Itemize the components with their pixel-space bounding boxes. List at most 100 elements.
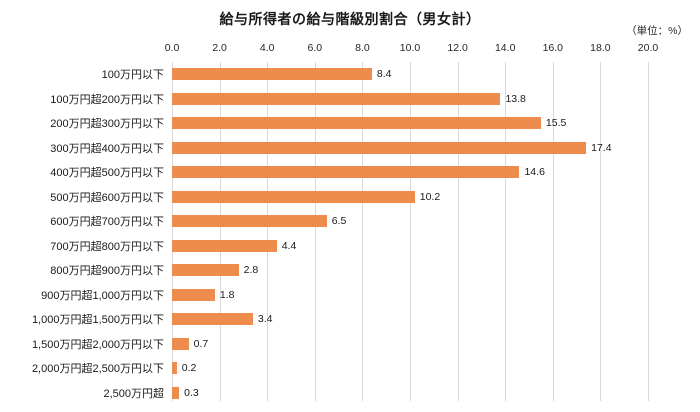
bar-row: 100万円超200万円以下 13.8 [0, 87, 700, 112]
x-tick-label: 2.0 [212, 42, 227, 54]
category-label: 2,000万円超2,500万円以下 [31, 363, 164, 376]
bar [172, 68, 372, 81]
plot-area: 100万円以下 8.4 100万円超200万円以下 13.8 200万円超300万円以下… [0, 62, 700, 405]
x-tick-label: 10.0 [399, 42, 421, 54]
category-label: 1,500万円超2,000万円以下 [31, 338, 164, 351]
axis-spacer [0, 42, 172, 57]
gridlines [172, 62, 649, 401]
bar-track: 14.6 [172, 166, 648, 179]
bar-track: 4.4 [172, 239, 648, 252]
gridline [219, 62, 221, 401]
value-label: 2.8 [243, 264, 259, 277]
x-axis: 0.0 2.0 4.0 6.0 8.0 10.0 12.0 14.0 16.0 18.0 20.0 [165, 42, 659, 57]
bar-row: 100万円以下 8.4 [0, 62, 700, 87]
x-tick-label: 8.0 [355, 42, 370, 54]
bar-row: 2,000万円超2,500万円以下 0.2 [0, 356, 700, 381]
x-tick-label: 14.0 [494, 42, 516, 54]
bar-rows: 100万円以下 8.4 100万円超200万円以下 13.8 200万円超300万円以下… [0, 62, 700, 405]
bar-track: 15.5 [172, 117, 648, 130]
gridline [648, 62, 649, 401]
bar-track: 1.8 [172, 288, 648, 301]
category-label: 200万円超300万円以下 [50, 118, 164, 131]
bar [172, 215, 327, 228]
bar-track: 2.8 [172, 264, 648, 277]
x-tick-label: 6.0 [307, 42, 323, 54]
chart-title: 給与所得者の給与階級別割合（男女計） [219, 11, 481, 27]
bar-row: 900万円超1,000万円以下 1.8 [0, 283, 700, 308]
bar [172, 117, 541, 130]
bar-row: 200万円超300万円以下 15.5 [0, 111, 700, 136]
gridline [172, 62, 173, 401]
category-label: 2,500万円超 [103, 387, 164, 400]
value-label: 1.8 [219, 288, 235, 301]
gridline [505, 62, 507, 401]
bar [172, 92, 501, 105]
bar [172, 239, 277, 252]
x-tick-label: 16.0 [542, 42, 564, 54]
value-label: 13.8 [505, 92, 526, 105]
category-label: 400万円超500万円以下 [50, 167, 164, 180]
bar [172, 337, 189, 350]
bar-row: 2,500万円超 0.3 [0, 381, 700, 406]
bar [172, 166, 520, 179]
bar-track: 0.3 [172, 386, 648, 399]
bar-track: 13.8 [172, 92, 648, 105]
gridline [267, 62, 269, 401]
bar [172, 190, 415, 203]
bar-row: 400万円超500万円以下 14.6 [0, 160, 700, 185]
value-label: 3.4 [257, 313, 273, 326]
category-label: 100万円超200万円以下 [50, 93, 164, 106]
value-label: 6.5 [331, 215, 347, 228]
value-label: 15.5 [545, 117, 567, 130]
category-label: 300万円超400万円以下 [50, 142, 164, 155]
bar [172, 264, 239, 277]
bar-row: 1,000万円超1,500万円以下 3.4 [0, 307, 700, 332]
gridline [362, 62, 364, 401]
gridline [600, 62, 602, 401]
unit-label: （単位：%） [626, 25, 688, 37]
bar [172, 141, 587, 154]
bar-track: 10.2 [172, 190, 648, 203]
bar-row: 300万円超400万円以下 17.4 [0, 136, 700, 161]
bar-track: 0.7 [172, 337, 648, 350]
bar [172, 313, 253, 326]
value-label: 14.6 [524, 166, 545, 179]
bar-track: 17.4 [172, 141, 648, 154]
value-label: 4.4 [281, 239, 297, 252]
bar-track: 8.4 [172, 68, 648, 81]
bar-row: 500万円超600万円以下 10.2 [0, 185, 700, 210]
category-label: 600万円超700万円以下 [50, 216, 164, 229]
category-label: 100万円以下 [101, 69, 164, 82]
category-label: 800万円超900万円以下 [50, 265, 164, 278]
category-label: 900万円超1,000万円以下 [41, 289, 164, 302]
value-label: 0.7 [193, 337, 209, 350]
gridline [410, 62, 411, 401]
x-tick-label: 20.0 [637, 42, 659, 54]
gridline [314, 62, 316, 401]
bar-row: 700万円超800万円以下 4.4 [0, 234, 700, 259]
category-label: 700万円超800万円以下 [50, 240, 164, 253]
bar-track: 6.5 [172, 215, 648, 228]
bar [172, 362, 177, 375]
category-label: 500万円超600万円以下 [50, 191, 164, 204]
bar-row: 800万円超900万円以下 2.8 [0, 258, 700, 283]
value-label: 10.2 [419, 190, 441, 203]
gridline [457, 62, 459, 401]
bar-row: 1,500万円超2,000万円以下 0.7 [0, 332, 700, 357]
bar-row: 600万円超700万円以下 6.5 [0, 209, 700, 234]
x-tick-label: 18.0 [590, 42, 611, 54]
x-tick-label: 12.0 [447, 42, 468, 54]
bar [172, 288, 215, 301]
x-tick-label: 4.0 [259, 42, 275, 54]
bar-track: 0.2 [172, 362, 648, 375]
value-label: 0.2 [181, 362, 197, 375]
bar [172, 386, 180, 399]
gridline [552, 62, 554, 401]
x-tick-label: 0.0 [164, 42, 180, 54]
bar-track: 3.4 [172, 313, 648, 326]
category-label: 1,000万円超1,500万円以下 [31, 314, 164, 327]
value-label: 0.3 [184, 386, 199, 399]
x-axis-row: 0.0 2.0 4.0 6.0 8.0 10.0 12.0 14.0 16.0 18.0 20.0 [0, 42, 700, 57]
value-label: 8.4 [376, 68, 392, 81]
